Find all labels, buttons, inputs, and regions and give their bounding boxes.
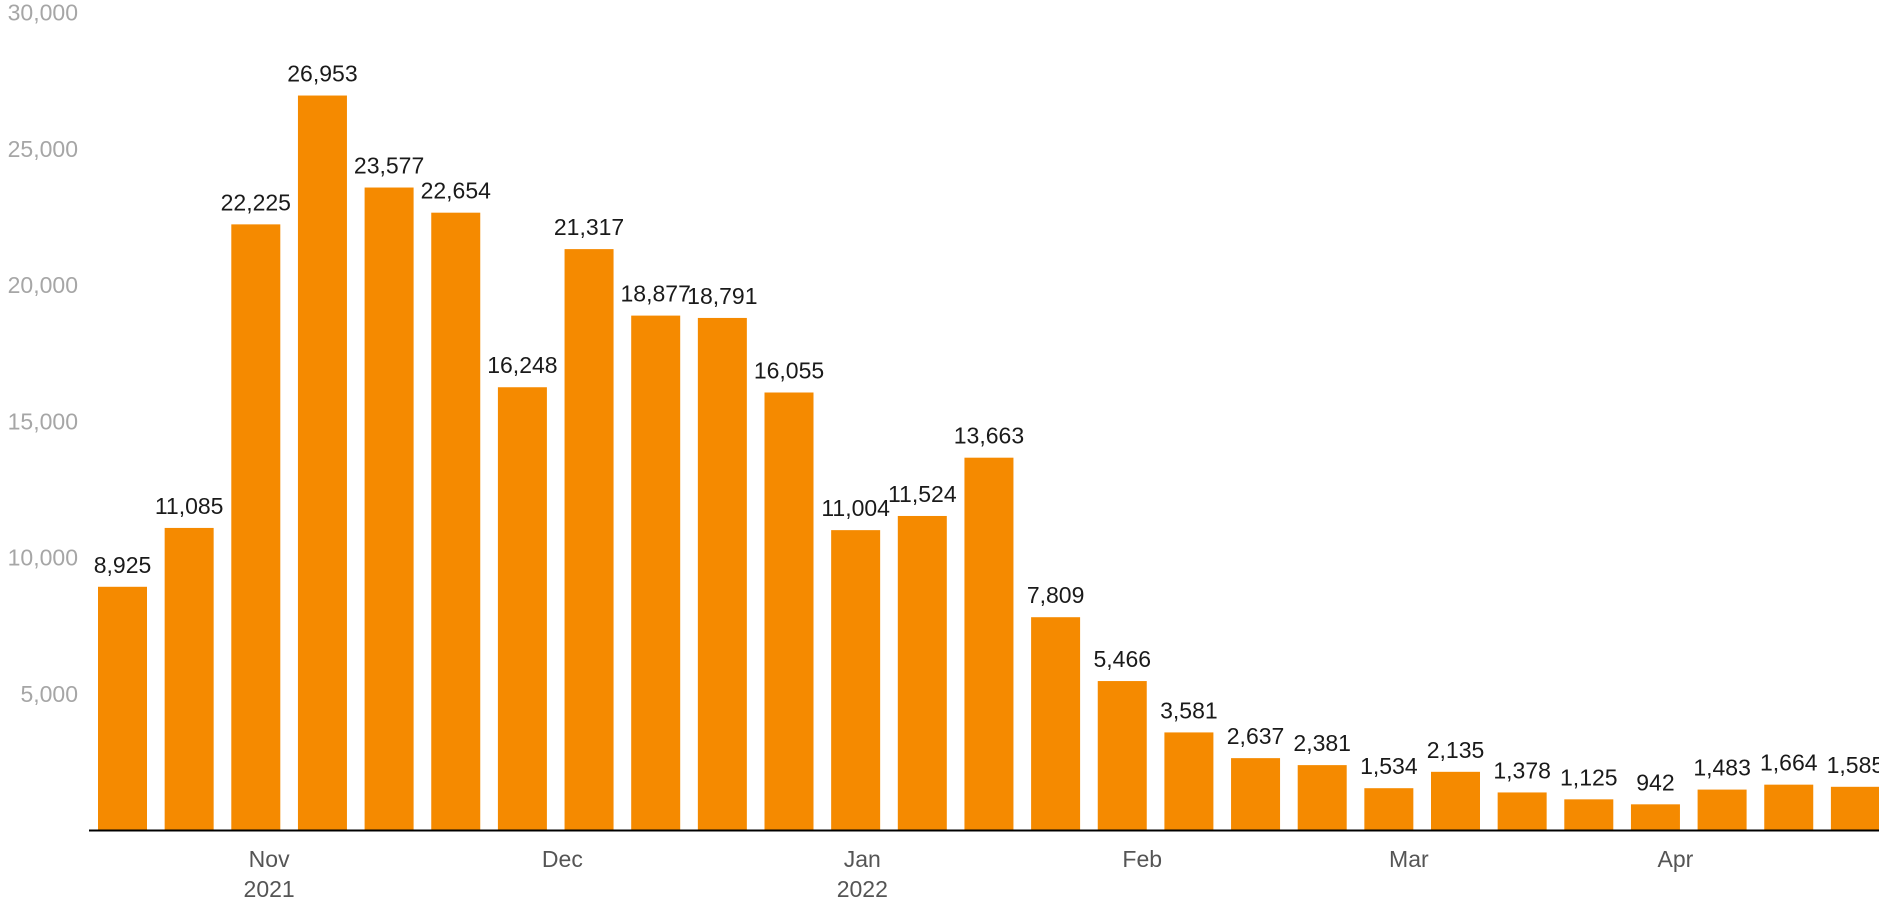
x-tick-label: Nov bbox=[249, 846, 290, 872]
data-label: 2,381 bbox=[1293, 730, 1351, 756]
bar bbox=[1231, 758, 1281, 830]
bar bbox=[564, 249, 614, 830]
bar bbox=[1031, 617, 1081, 830]
data-label: 21,317 bbox=[554, 214, 624, 240]
data-label: 5,466 bbox=[1093, 646, 1151, 672]
bar bbox=[831, 530, 881, 830]
bar bbox=[1164, 732, 1214, 830]
data-label: 1,483 bbox=[1693, 755, 1751, 781]
bar bbox=[897, 515, 947, 830]
x-tick-year-label: 2022 bbox=[837, 876, 888, 902]
bar bbox=[1697, 789, 1747, 830]
x-tick-label: Apr bbox=[1658, 846, 1694, 872]
bar bbox=[1097, 681, 1147, 830]
bar bbox=[1630, 804, 1680, 830]
x-tick-year-label: 2021 bbox=[244, 876, 295, 902]
y-tick-label: 10,000 bbox=[8, 545, 78, 571]
y-tick-label: 30,000 bbox=[8, 0, 78, 26]
x-tick-label: Feb bbox=[1122, 846, 1162, 872]
x-tick-label: Mar bbox=[1389, 846, 1429, 872]
y-tick-label: 15,000 bbox=[8, 408, 78, 434]
bars bbox=[98, 95, 1879, 831]
data-label: 1,378 bbox=[1493, 757, 1551, 783]
bar bbox=[1764, 784, 1814, 830]
data-label: 7,809 bbox=[1027, 582, 1085, 608]
data-label: 26,953 bbox=[287, 61, 357, 87]
data-label: 942 bbox=[1636, 769, 1674, 795]
bar bbox=[497, 387, 547, 830]
bar bbox=[964, 457, 1014, 830]
bar bbox=[764, 392, 814, 830]
data-label: 13,663 bbox=[954, 423, 1024, 449]
data-label: 2,135 bbox=[1427, 737, 1485, 763]
bar bbox=[631, 315, 681, 830]
bar bbox=[1497, 792, 1547, 830]
bar bbox=[98, 586, 147, 830]
bar bbox=[164, 527, 214, 830]
data-label: 1,664 bbox=[1760, 750, 1818, 776]
data-label: 2,637 bbox=[1227, 723, 1285, 749]
x-tick-label: Dec bbox=[542, 846, 583, 872]
bar bbox=[231, 224, 281, 830]
data-label: 22,225 bbox=[221, 189, 291, 215]
data-label: 22,654 bbox=[421, 178, 492, 204]
data-label: 1,534 bbox=[1360, 753, 1418, 779]
y-axis: 5,000 10,000 15,000 20,000 25,000 30,000 bbox=[8, 0, 78, 707]
bar bbox=[364, 187, 414, 831]
bar bbox=[1431, 771, 1480, 830]
bar bbox=[431, 212, 481, 831]
data-label: 11,085 bbox=[155, 493, 224, 519]
y-tick-label: 25,000 bbox=[8, 136, 78, 162]
bar bbox=[1830, 786, 1879, 830]
data-label: 16,055 bbox=[754, 358, 824, 384]
data-label: 8,925 bbox=[94, 552, 152, 578]
bar bbox=[1364, 788, 1414, 830]
data-label: 11,004 bbox=[821, 495, 890, 521]
data-label: 23,577 bbox=[354, 153, 424, 179]
data-label: 1,585 bbox=[1827, 752, 1879, 778]
data-label: 18,791 bbox=[687, 283, 757, 309]
data-label: 3,581 bbox=[1160, 697, 1218, 723]
x-tick-label: Jan bbox=[844, 846, 881, 872]
y-tick-label: 20,000 bbox=[8, 272, 78, 298]
data-label: 18,877 bbox=[621, 281, 691, 307]
data-label: 16,248 bbox=[487, 352, 557, 378]
data-label: 1,125 bbox=[1560, 764, 1618, 790]
y-tick-label: 5,000 bbox=[20, 681, 78, 707]
bar bbox=[297, 95, 347, 830]
bar bbox=[1297, 765, 1347, 830]
x-axis: Nov 2021 Dec Jan 2022 Feb Mar Apr bbox=[244, 846, 1694, 902]
data-label: 11,524 bbox=[888, 481, 957, 507]
bar bbox=[697, 317, 747, 830]
bar bbox=[1564, 799, 1614, 830]
